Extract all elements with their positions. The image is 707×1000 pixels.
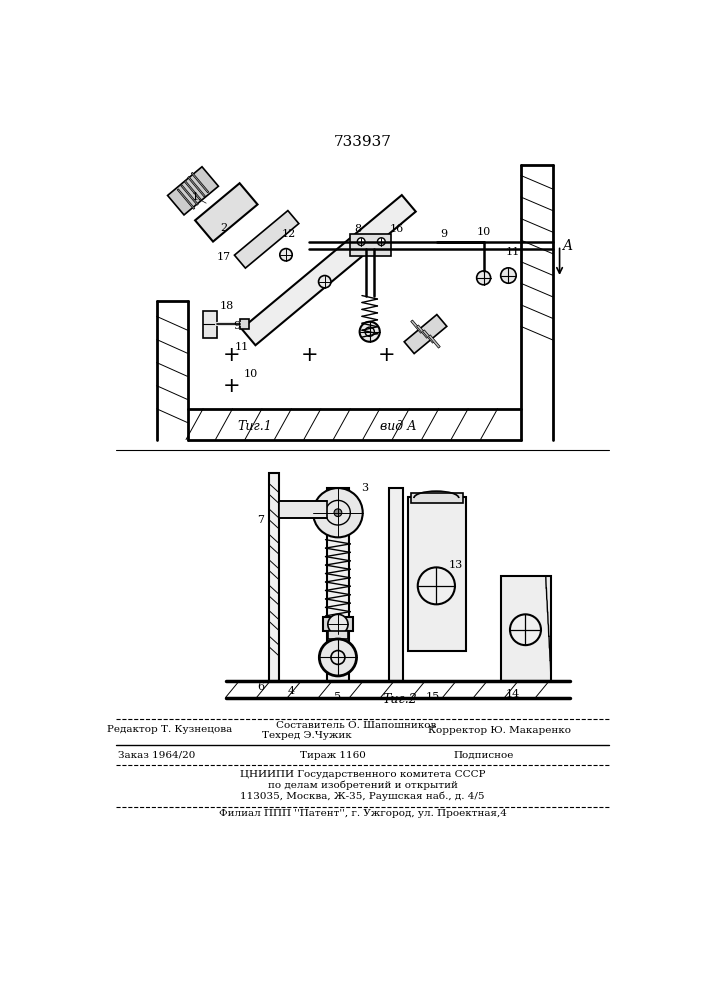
Text: 10: 10 bbox=[477, 227, 491, 237]
Text: 11: 11 bbox=[235, 342, 249, 352]
Text: Тираж 1160: Тираж 1160 bbox=[300, 751, 366, 760]
Bar bbox=[240, 319, 249, 329]
Polygon shape bbox=[191, 172, 209, 193]
Circle shape bbox=[313, 488, 363, 537]
Circle shape bbox=[360, 322, 380, 342]
Circle shape bbox=[378, 238, 385, 246]
Text: Заказ 1964/20: Заказ 1964/20 bbox=[118, 751, 195, 760]
Bar bbox=[203, 311, 217, 338]
Circle shape bbox=[477, 271, 491, 285]
Polygon shape bbox=[242, 195, 416, 345]
Text: Корректор Ю. Макаренко: Корректор Ю. Макаренко bbox=[428, 726, 571, 735]
Text: 4: 4 bbox=[288, 686, 295, 696]
Circle shape bbox=[280, 249, 292, 261]
Text: 3: 3 bbox=[361, 483, 368, 493]
Circle shape bbox=[328, 614, 348, 634]
Circle shape bbox=[501, 268, 516, 283]
Text: вид А: вид А bbox=[380, 420, 416, 433]
Bar bbox=[269, 473, 279, 681]
Bar bbox=[323, 617, 353, 631]
Text: Подписное: Подписное bbox=[453, 751, 514, 760]
Bar bbox=[389, 488, 403, 681]
Text: 10: 10 bbox=[244, 369, 258, 379]
Bar bbox=[351, 234, 391, 256]
Circle shape bbox=[320, 639, 356, 676]
Text: 16: 16 bbox=[390, 224, 404, 234]
Polygon shape bbox=[404, 315, 447, 354]
Circle shape bbox=[357, 238, 365, 246]
Text: 733937: 733937 bbox=[334, 135, 392, 149]
Text: 2: 2 bbox=[221, 223, 228, 233]
Text: Τиг.1: Τиг.1 bbox=[238, 420, 272, 433]
Text: +: + bbox=[223, 376, 240, 396]
Polygon shape bbox=[416, 325, 428, 338]
Polygon shape bbox=[428, 335, 440, 348]
Text: 14: 14 bbox=[506, 689, 520, 699]
Text: 8: 8 bbox=[354, 224, 362, 234]
Text: по делам изобретений и открытий: по делам изобретений и открытий bbox=[268, 781, 457, 790]
Bar bbox=[408, 497, 466, 651]
Polygon shape bbox=[181, 185, 199, 205]
Circle shape bbox=[510, 614, 541, 645]
Text: ЦНИИПИ Государственного комитета СССР: ЦНИИПИ Государственного комитета СССР bbox=[240, 770, 486, 779]
Text: 113035, Москва, Ж-35, Раушская наб., д. 4/5: 113035, Москва, Ж-35, Раушская наб., д. … bbox=[240, 791, 485, 801]
Circle shape bbox=[334, 509, 341, 517]
Text: 7: 7 bbox=[257, 515, 264, 525]
Polygon shape bbox=[177, 189, 195, 209]
Text: Техред Э.Чужик: Техред Э.Чужик bbox=[262, 732, 352, 740]
Text: Филиал ППП ''Патент'', г. Ужгород, ул. Проектная,4: Филиал ППП ''Патент'', г. Ужгород, ул. П… bbox=[218, 808, 507, 818]
Text: 1: 1 bbox=[192, 192, 199, 202]
Polygon shape bbox=[187, 176, 205, 197]
Text: Составитель О. Шапошников: Составитель О. Шапошников bbox=[276, 721, 436, 730]
Text: Τиг.2: Τиг.2 bbox=[383, 693, 418, 706]
Text: +: + bbox=[378, 345, 395, 365]
Text: A: A bbox=[562, 239, 573, 253]
Text: 18: 18 bbox=[219, 301, 233, 311]
Text: 11: 11 bbox=[506, 247, 520, 257]
Text: 13: 13 bbox=[449, 560, 463, 570]
Bar bbox=[328, 631, 348, 639]
Polygon shape bbox=[411, 320, 423, 333]
Text: 9: 9 bbox=[233, 321, 241, 331]
Circle shape bbox=[319, 276, 331, 288]
Bar bbox=[327, 488, 349, 681]
Text: 17: 17 bbox=[217, 252, 231, 262]
Text: 6: 6 bbox=[257, 682, 264, 692]
Polygon shape bbox=[423, 330, 434, 343]
Text: 12: 12 bbox=[281, 229, 296, 239]
Circle shape bbox=[418, 567, 455, 604]
Text: 15: 15 bbox=[426, 692, 440, 702]
Text: Редактор Т. Кузнецова: Редактор Т. Кузнецова bbox=[107, 725, 233, 734]
Bar bbox=[279, 501, 327, 518]
Polygon shape bbox=[235, 211, 299, 268]
Polygon shape bbox=[195, 183, 257, 242]
Text: +: + bbox=[300, 345, 318, 365]
Bar bbox=[411, 493, 462, 503]
Bar bbox=[501, 576, 551, 681]
Polygon shape bbox=[185, 181, 201, 201]
Text: 5: 5 bbox=[334, 692, 341, 702]
Text: +: + bbox=[223, 345, 240, 365]
Polygon shape bbox=[168, 167, 218, 215]
Text: 9: 9 bbox=[440, 229, 447, 239]
